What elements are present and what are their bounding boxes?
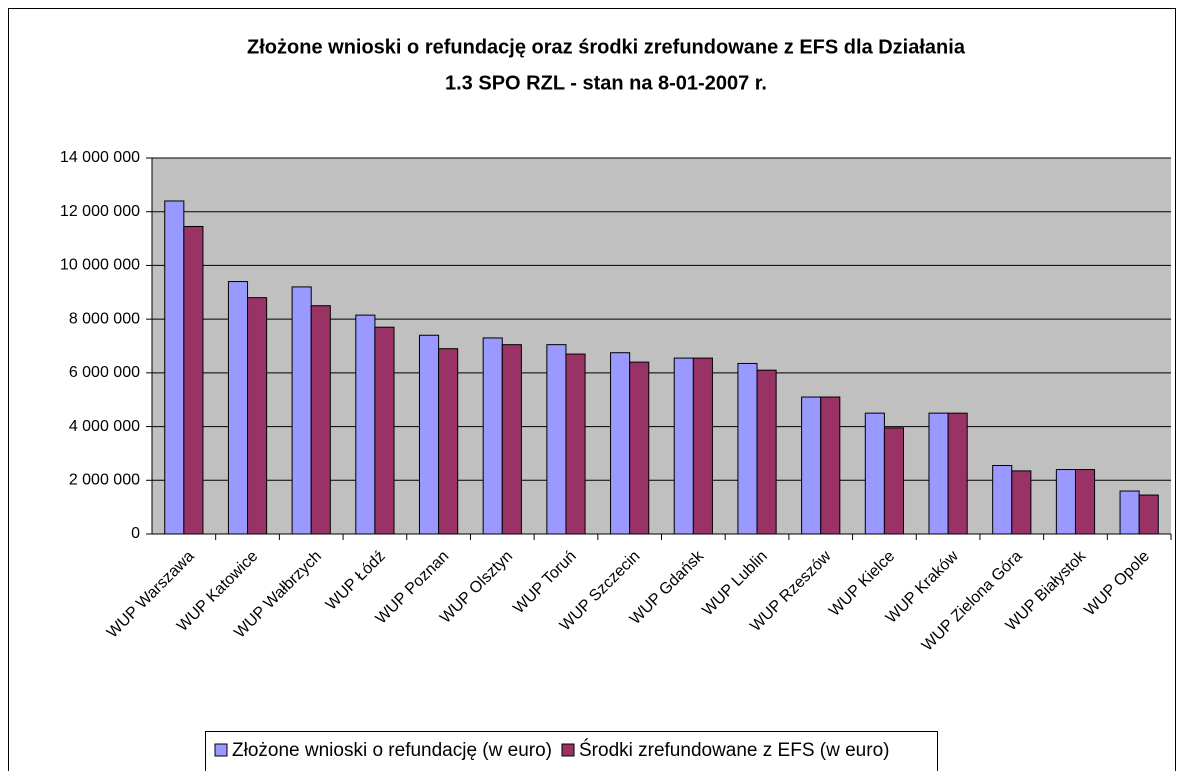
bar [247,297,268,535]
bar [883,427,905,535]
bar [756,369,777,535]
bar [1011,470,1032,535]
bar [418,334,440,535]
y-tick-label: 0 [131,525,140,542]
y-tick-label: 4 000 000 [69,418,140,435]
bar [310,305,331,535]
bar [737,362,758,535]
chart-title: 1.3 SPO RZL - stan na 8-01-2007 r. [445,72,767,94]
y-tick-label: 14 000 000 [60,149,140,166]
legend-label: Złożone wnioski o refundację (w euro) [232,740,552,761]
bar [183,225,204,535]
bar [692,357,713,535]
y-tick-label: 8 000 000 [69,310,140,327]
bar [947,412,968,535]
legend-swatch [214,743,228,757]
y-tick-label: 10 000 000 [60,257,140,274]
bar [801,396,822,535]
bar [291,286,312,535]
y-tick-label: 2 000 000 [69,472,140,489]
y-tick-label: 12 000 000 [60,203,140,220]
bar [629,361,650,535]
bar [673,357,694,535]
bar [1119,490,1140,535]
bar [546,344,567,535]
bar [374,326,395,535]
bar [1074,469,1096,535]
bar [501,344,522,535]
bar [1055,469,1076,535]
bar [820,396,841,535]
bar [992,465,1013,535]
bar [565,353,586,535]
legend-swatch [561,743,575,757]
bar [1138,494,1159,535]
bar [438,348,459,535]
chart-title: Złożone wnioski o refundację oraz środki… [247,36,966,58]
legend-label: Środki zrefundowane z EFS (w euro) [579,739,889,761]
y-tick-label: 6 000 000 [69,364,140,381]
bar [355,314,376,535]
bar [864,412,885,535]
bar [482,337,503,535]
bar [164,200,185,535]
bar [928,412,949,535]
bar [227,281,249,535]
bar [610,352,631,535]
